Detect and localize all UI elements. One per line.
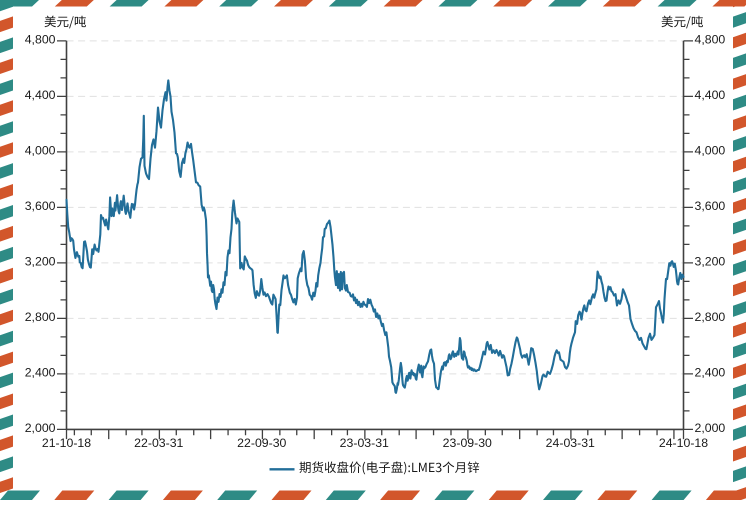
svg-text:4,000: 4,000	[695, 143, 726, 157]
svg-text:3,600: 3,600	[25, 199, 56, 213]
svg-text:22-03-31: 22-03-31	[134, 436, 183, 450]
svg-text:4,800: 4,800	[695, 32, 726, 46]
svg-text:23-09-30: 23-09-30	[443, 436, 492, 450]
svg-text:22-09-30: 22-09-30	[237, 436, 286, 450]
svg-text:4,400: 4,400	[695, 88, 726, 102]
svg-text:2,800: 2,800	[695, 310, 726, 324]
svg-text:24-03-31: 24-03-31	[546, 436, 595, 450]
svg-text:2,400: 2,400	[25, 365, 56, 379]
svg-text:2,400: 2,400	[695, 365, 726, 379]
svg-text:2,800: 2,800	[25, 310, 56, 324]
svg-text:4,000: 4,000	[25, 143, 56, 157]
svg-text:2,000: 2,000	[695, 421, 726, 435]
svg-text:21-10-18: 21-10-18	[42, 436, 91, 450]
svg-text:3,200: 3,200	[25, 254, 56, 268]
svg-text:4,400: 4,400	[25, 88, 56, 102]
svg-text:3,200: 3,200	[695, 254, 726, 268]
svg-text:4,800: 4,800	[25, 32, 56, 46]
svg-text:24-10-18: 24-10-18	[659, 436, 708, 450]
svg-text:23-03-31: 23-03-31	[340, 436, 389, 450]
svg-text:3,600: 3,600	[695, 199, 726, 213]
svg-text:2,000: 2,000	[25, 421, 56, 435]
